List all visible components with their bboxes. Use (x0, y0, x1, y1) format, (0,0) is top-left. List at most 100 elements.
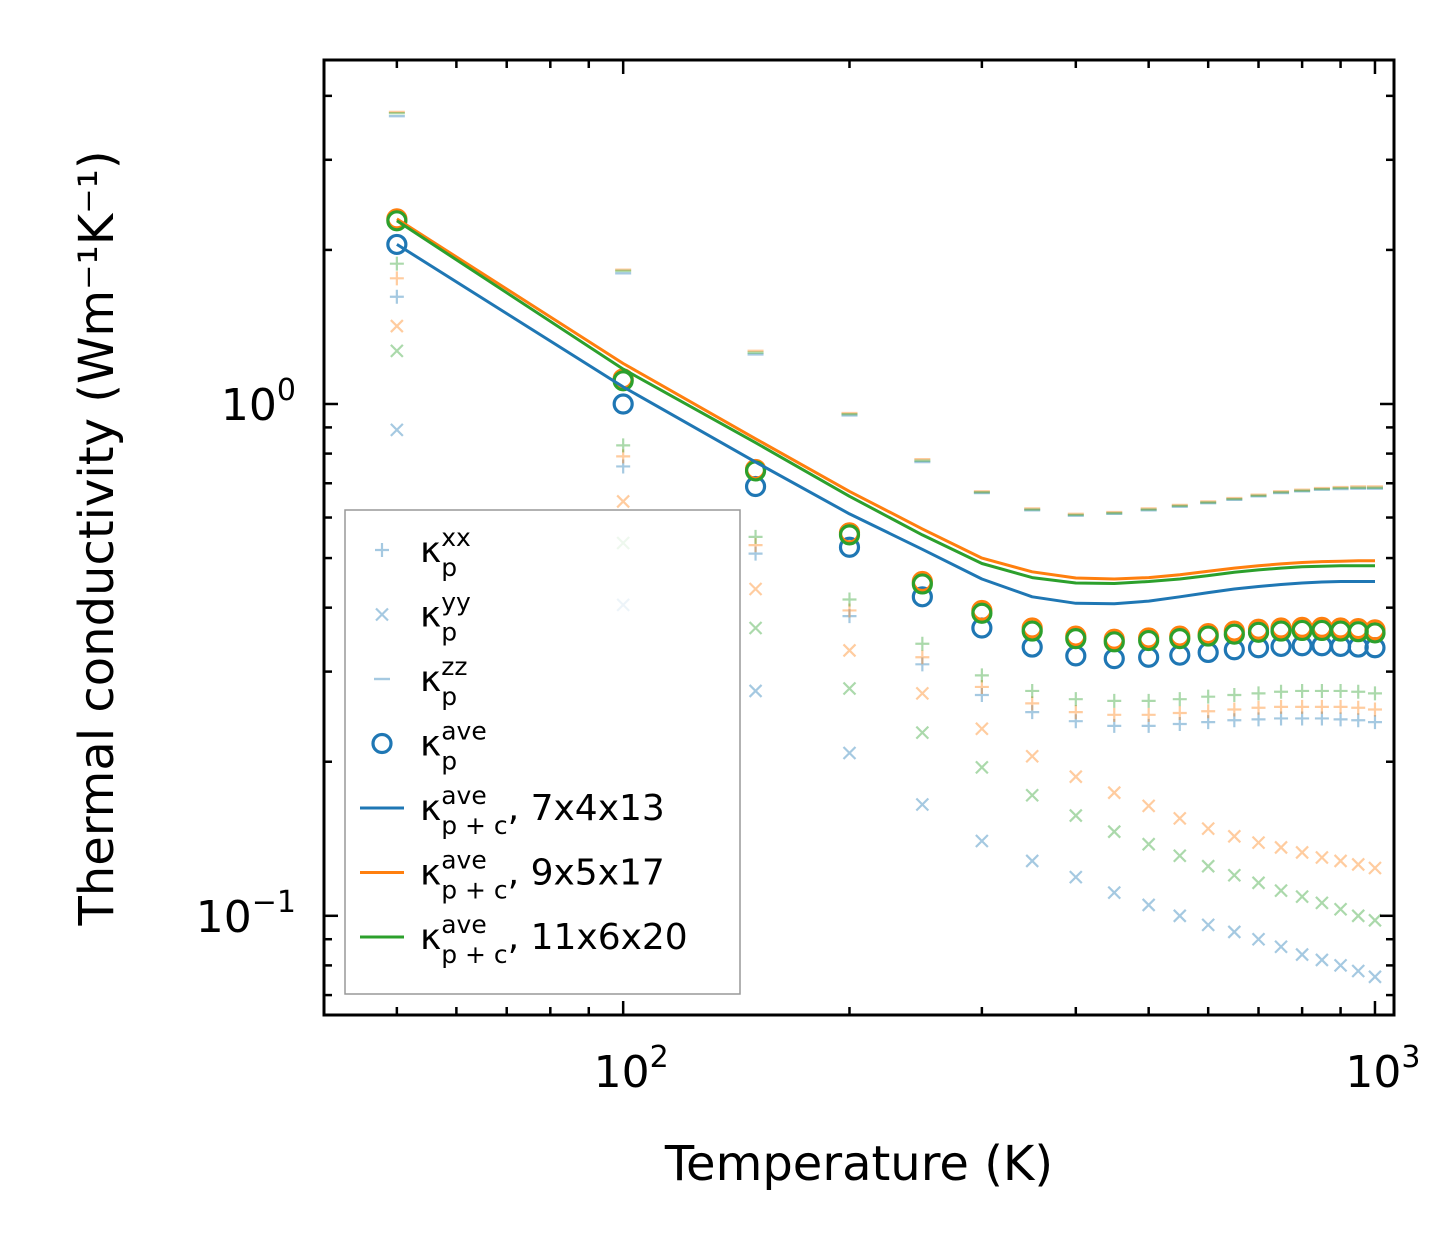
series-kxx-9x5x17-point (1201, 704, 1216, 719)
x-axis-label: Temperature (K) (664, 1136, 1053, 1192)
series-kxx-7x4x13-point-glyph (974, 688, 989, 703)
series-kxx-11x6x20-point (974, 668, 989, 683)
series-kave-7x4x13-point (1065, 645, 1087, 667)
series-kxx-7x4x13-point-glyph (1107, 718, 1122, 733)
series-kyy-9x5x17 (390, 319, 1382, 875)
series-kave-11x6x20-point (1103, 631, 1125, 653)
series-kxx-9x5x17-point (1172, 706, 1187, 721)
series-kave-7x4x13-point-glyph (1065, 645, 1087, 667)
legend-label-symbol: κ (420, 917, 441, 958)
legend-marker-swatch-glyph (375, 607, 389, 622)
legend-label-sub: p (441, 682, 457, 711)
legend-label-symbol: κ (420, 853, 441, 894)
series-kxx-9x5x17-point (1141, 707, 1156, 722)
series-kxx-9x5x17-point (1025, 696, 1040, 711)
legend-label-symbol: κ (420, 595, 441, 636)
series-kyy-11x6x20-point-glyph (1173, 849, 1187, 863)
series-kyy-11x6x20-point-glyph (1251, 876, 1266, 890)
series-kxx-11x6x20-point-glyph (1141, 693, 1156, 708)
series-kxx-9x5x17-point-glyph (1068, 705, 1083, 720)
legend-label-suffix: , 9x5x17 (508, 853, 665, 894)
series-kave-7x4x13-point-glyph (612, 393, 634, 415)
series-kyy-9x5x17-point (1368, 861, 1382, 875)
series-kyy-9x5x17-point-glyph (1333, 854, 1348, 868)
legend-label: κxx p (420, 523, 471, 582)
y-axis-label: Thermal conductivity (Wm⁻¹K⁻¹) (69, 150, 125, 926)
series-kxx-9x5x17-point (1351, 700, 1366, 715)
series-kyy-9x5x17-point (1274, 840, 1288, 855)
series-kyy-11x6x20-point (1069, 808, 1083, 823)
series-kyy-7x4x13-point-glyph (1201, 918, 1215, 932)
legend-marker-swatch-glyph (371, 732, 393, 755)
series-kyy-7x4x13-point (1274, 939, 1288, 954)
series-kxx-7x4x13-point-glyph (616, 459, 631, 474)
series-kxx-7x4x13-point (974, 688, 989, 703)
series-kxx-7x4x13-point-glyph (1333, 712, 1348, 727)
series-kxx-7x4x13-point-glyph (1351, 713, 1366, 728)
series-kxx-9x5x17-point (1274, 699, 1289, 714)
series-kyy-11x6x20-point-glyph (1333, 902, 1348, 917)
series-kyy-9x5x17-point (1069, 769, 1083, 784)
series-kyy-11x6x20-point-glyph (1107, 824, 1122, 839)
legend-label: κave p + c, 11x6x20 (420, 910, 688, 969)
series-kyy-11x6x20-point (1274, 883, 1288, 898)
series-kyy-11x6x20-point-glyph (748, 621, 763, 635)
legend-label: κave p (420, 717, 487, 776)
series-kave-7x4x13-point (838, 536, 861, 558)
x-tick-label: 103 (1345, 1040, 1420, 1098)
series-kave-7x4x13-point (386, 233, 408, 256)
series-kxx-11x6x20-point-glyph (842, 592, 857, 607)
series-kave-11x6x20-point-glyph (971, 602, 993, 624)
series-kyy-7x4x13-point (1295, 947, 1309, 962)
legend-entry: κave p (371, 717, 487, 776)
series-kyy-11x6x20-point-glyph (975, 760, 989, 775)
series-kxx-7x4x13-point (1274, 711, 1289, 726)
series-kave-7x4x13-point-glyph (386, 233, 408, 256)
series-kyy-9x5x17-point (1295, 845, 1309, 860)
series-kyy-11x6x20-point-glyph (1069, 808, 1083, 823)
series-kyy-9x5x17-point (975, 721, 989, 736)
series-kxx-9x5x17-point (389, 271, 404, 286)
series-kyy-9x5x17-point (1141, 799, 1156, 813)
series-kxx-7x4x13-point-glyph (915, 657, 930, 672)
series-kyy-11x6x20-point (842, 681, 857, 696)
series-kave-11x6x20-point (1270, 620, 1292, 642)
series-kxx-9x5x17-point (974, 679, 989, 694)
series-kxx-9x5x17-point (1367, 702, 1382, 717)
series-kyy-11x6x20-point (1227, 868, 1242, 883)
series-kyy-7x4x13-point-glyph (1351, 964, 1366, 978)
series-kxx-7x4x13-point-glyph (1367, 715, 1382, 730)
series-kyy-9x5x17-point-glyph (748, 582, 763, 596)
series-kp-c-ave-11x6x20 (396, 219, 1375, 585)
series-kxx-7x4x13-point (1333, 712, 1348, 727)
series-kave-11x6x20-point (838, 524, 861, 546)
series-kave-11x6x20-point (1247, 621, 1270, 643)
series-kyy-9x5x17-point (1227, 829, 1242, 844)
series-kxx-11x6x20-point (842, 592, 857, 607)
series-kyy-7x4x13-point-glyph (1141, 898, 1156, 912)
series-kyy-11x6x20-point-glyph (1315, 896, 1329, 910)
series-kxx-11x6x20 (389, 256, 1382, 708)
legend-label: κzz p (420, 652, 467, 711)
series-kyy-9x5x17-point-glyph (1227, 829, 1242, 844)
series-kxx-11x6x20-point-glyph (1172, 692, 1187, 707)
legend-label-sub: p + c (441, 876, 507, 905)
series-kave-11x6x20-point-glyph (1223, 623, 1245, 645)
series-kxx-11x6x20-point (1251, 686, 1266, 701)
series-kyy-11x6x20-point (1315, 896, 1329, 910)
series-kyy-9x5x17-point (1251, 835, 1266, 850)
series-kave-11x6x20-point (1021, 620, 1043, 642)
series-kxx-7x4x13-point-glyph (1141, 718, 1156, 733)
series-kyy-7x4x13-point-glyph (1251, 932, 1266, 946)
series-kxx-7x4x13-point-glyph (389, 289, 404, 304)
series-kxx-11x6x20-point-glyph (616, 438, 631, 453)
series-kyy-7x4x13-point (1025, 854, 1039, 868)
series-kyy-9x5x17-point-glyph (1173, 811, 1187, 826)
legend-marker-swatch (375, 607, 389, 622)
x-tick-label-exp: 3 (1401, 1040, 1420, 1075)
series-kxx-7x4x13-point (389, 289, 404, 304)
series-kxx-11x6x20-point-glyph (1295, 683, 1310, 698)
series-kxx-11x6x20-point-glyph (1274, 684, 1289, 699)
series-kxx-7x4x13-point-glyph (748, 546, 763, 561)
